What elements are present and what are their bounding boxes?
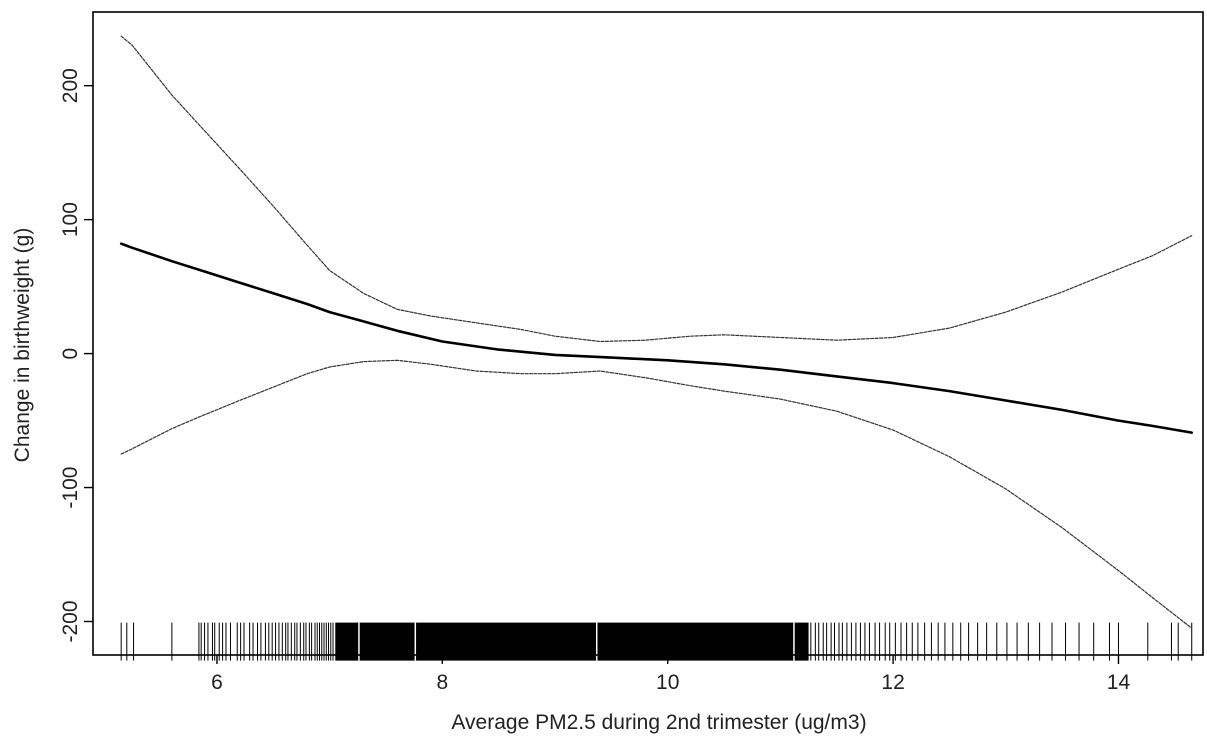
plot-frame — [92, 11, 1204, 656]
x-tick-label: 10 — [656, 671, 679, 694]
x-axis-label: Average PM2.5 during 2nd trimester (ug/m… — [451, 711, 866, 734]
y-tick-label: -100 — [59, 467, 82, 509]
y-tick-label: 200 — [59, 68, 82, 103]
x-tick-label: 8 — [436, 671, 448, 694]
y-tick-label: -200 — [59, 600, 82, 642]
x-axis: 6 8 10 12 14 — [211, 655, 1130, 694]
y-tick-label: 0 — [59, 348, 82, 360]
y-axis: -200 -100 0 100 200 — [59, 68, 93, 643]
series-upper-bound — [120, 35, 1193, 343]
y-tick-label: 100 — [59, 202, 82, 237]
series-estimate — [119, 242, 1193, 434]
x-tick-label: 14 — [1107, 671, 1131, 694]
series-layer — [119, 35, 1193, 629]
series-lower-bound — [120, 359, 1193, 629]
x-tick-label: 6 — [211, 671, 223, 694]
x-tick-label: 12 — [881, 671, 904, 694]
y-axis-label: Change in birthweight (g) — [11, 228, 34, 463]
